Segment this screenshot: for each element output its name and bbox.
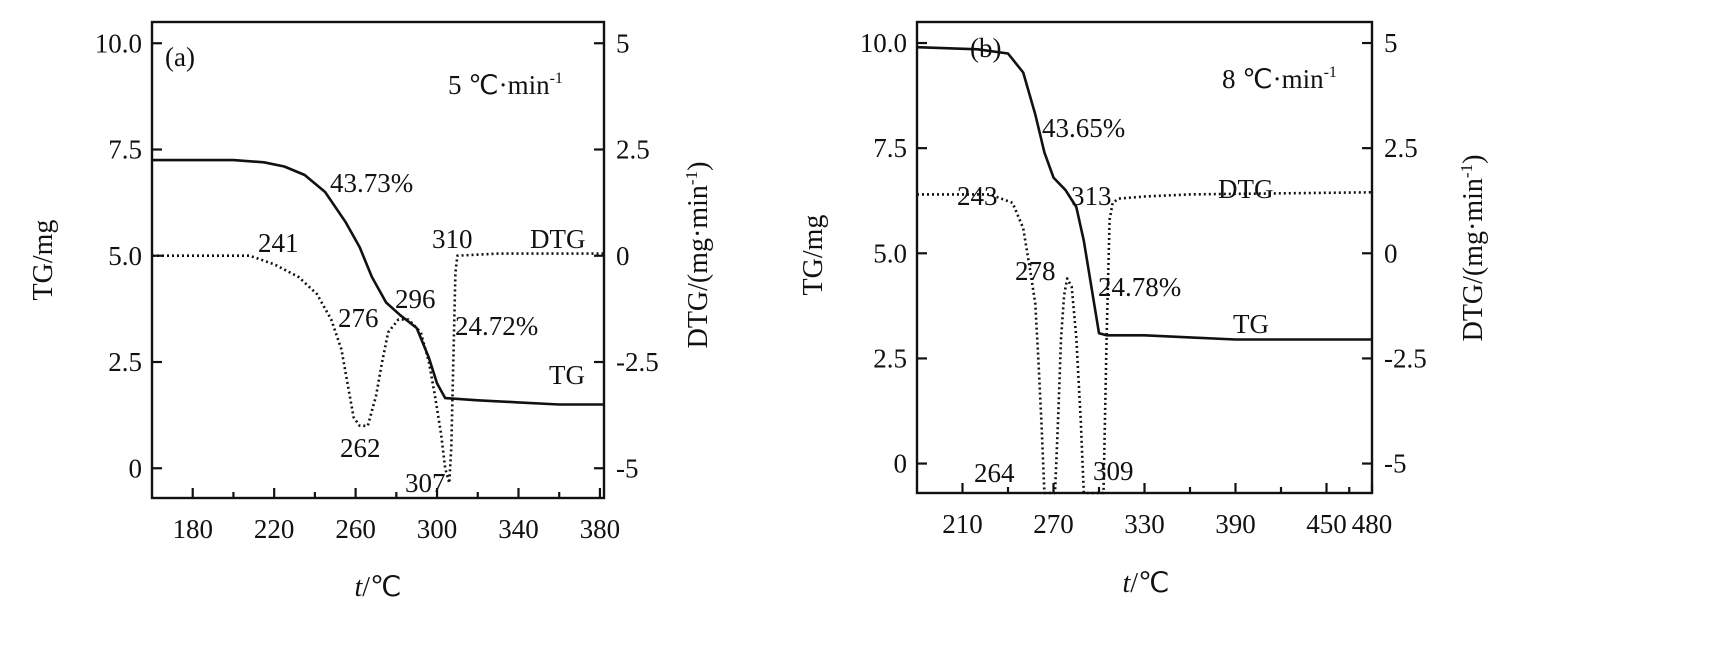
x-tick-label-a: 300 [417, 514, 458, 544]
legend-tg-b: TG [1233, 309, 1269, 339]
panel-label-b: (b) [970, 33, 1001, 63]
x-tick-label-a: 340 [498, 514, 539, 544]
ticks-b: 210 270 330 390 450 480 0 2.5 5.0 7.5 10.0 -5 -2.5 0 2… [860, 28, 1427, 539]
y-axis-label-left-a: TG/mg [28, 220, 59, 301]
dtg-peak-label-296: 296 [395, 284, 436, 314]
dtg-peak-label-264: 264 [974, 458, 1015, 488]
dtg-curve-a [152, 252, 604, 485]
dtg-line-a [152, 252, 604, 485]
y-left-tick-label-a: 2.5 [108, 347, 142, 377]
y-axis-label-left-b: TG/mg [798, 215, 829, 296]
dtg-peak-label-309: 309 [1093, 456, 1134, 486]
y-right-tick-label-a: -2.5 [616, 347, 659, 377]
y-left-tick-label-a: 0 [129, 453, 143, 483]
plot-frame-a [150, 20, 606, 500]
x-axis-label-a: t/℃ [354, 572, 401, 603]
dtg-peak-label-313: 313 [1071, 181, 1112, 211]
y-left-tick-label-a: 5.0 [108, 241, 142, 271]
y-right-tick-label-a: -5 [616, 453, 639, 483]
y-right-tick-label-a: 5 [616, 28, 630, 58]
rate-label-b: 8 ℃·min-1 [1222, 64, 1337, 94]
y-right-tick-label-b: -2.5 [1384, 343, 1427, 373]
tg-curve-b [916, 45, 1372, 341]
x-tick-label-b: 390 [1215, 509, 1256, 539]
y-left-tick-label-a: 10.0 [95, 28, 142, 58]
ticks-a: 180 220 260 300 340 380 0 2.5 5.0 7.5 10.0 -5 -2.5 0 2… [95, 28, 659, 544]
x-tick-label-b: 480 [1352, 509, 1393, 539]
y-right-tick-label-b: 2.5 [1384, 133, 1418, 163]
dtg-peak-label-278: 278 [1015, 256, 1056, 286]
x-tick-label-b: 270 [1033, 509, 1074, 539]
x-tick-label-a: 180 [172, 514, 213, 544]
dtg-peak-label-243: 243 [957, 181, 998, 211]
x-tick-label-b: 450 [1306, 509, 1347, 539]
rate-label-a: 5 ℃·min-1 [448, 70, 563, 100]
tg-loss-label-a2: 24.72% [455, 311, 538, 341]
dtg-curve-b [917, 191, 1373, 495]
x-tick-label-b: 210 [942, 509, 983, 539]
y-right-tick-label-b: 5 [1384, 28, 1398, 58]
x-tick-label-b: 330 [1124, 509, 1165, 539]
x-tick-label-a: 220 [254, 514, 295, 544]
y-left-tick-label-a: 7.5 [108, 135, 142, 165]
dtg-peak-label-262: 262 [340, 433, 381, 463]
x-tick-label-a: 380 [580, 514, 621, 544]
tg-curve-a [152, 158, 604, 406]
dtg-line-b [917, 191, 1373, 495]
y-axis-label-right-a: DTG/(mg·min-1) [682, 162, 714, 349]
tg-loss-label-a1: 43.73% [330, 168, 413, 198]
tg-loss-label-b1: 43.65% [1042, 113, 1125, 143]
y-left-tick-label-b: 5.0 [873, 238, 907, 268]
legend-dtg-a: DTG [530, 224, 586, 254]
y-right-tick-label-a: 0 [616, 241, 630, 271]
y-left-tick-label-b: 10.0 [860, 28, 907, 58]
y-axis-label-right-b: DTG/(mg·min-1) [1457, 155, 1489, 342]
dtg-peak-label-310: 310 [432, 224, 473, 254]
x-axis-label-b: t/℃ [1122, 568, 1169, 599]
y-left-tick-label-b: 7.5 [873, 133, 907, 163]
tg-line-b [916, 45, 1372, 341]
panel-label-a: (a) [165, 42, 195, 72]
legend-tg-a: TG [549, 360, 585, 390]
y-right-tick-label-a: 2.5 [616, 135, 650, 165]
x-tick-label-a: 260 [335, 514, 376, 544]
y-right-tick-label-b: 0 [1384, 238, 1398, 268]
y-left-tick-label-b: 0 [894, 449, 908, 479]
dtg-peak-label-241: 241 [258, 228, 299, 258]
chart-panel-a: 180 220 260 300 340 380 0 2.5 5.0 7.5 10.0 -5 -2.5 0 2… [28, 20, 714, 603]
tg-loss-label-b2: 24.78% [1098, 272, 1181, 302]
chart-panel-b: 210 270 330 390 450 480 0 2.5 5.0 7.5 10.0 -5 -2.5 0 2… [798, 20, 1489, 599]
y-left-tick-label-b: 2.5 [873, 343, 907, 373]
y-right-tick-label-b: -5 [1384, 449, 1407, 479]
dtg-peak-label-307: 307 [405, 468, 446, 498]
dtg-peak-label-276: 276 [338, 303, 379, 333]
legend-dtg-b: DTG [1218, 174, 1274, 204]
tg-line-a [152, 158, 604, 406]
